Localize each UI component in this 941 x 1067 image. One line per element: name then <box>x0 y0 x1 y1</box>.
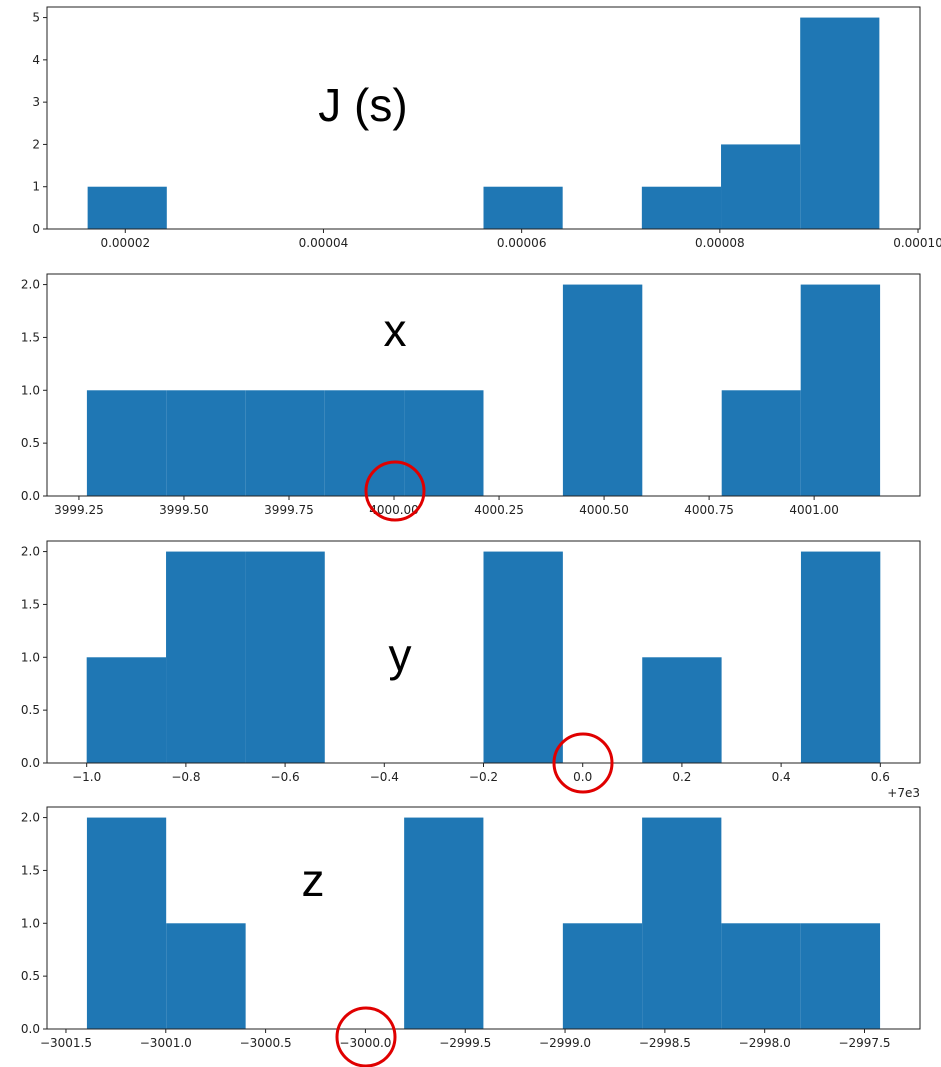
x-tick-label: 0.0 <box>573 770 592 784</box>
y-tick-label: 5 <box>32 11 40 25</box>
y-tick-label: 0.5 <box>21 703 40 717</box>
y-tick-label: 3 <box>32 95 40 109</box>
panel-title: x <box>384 304 407 356</box>
y-tick-label: 1.5 <box>21 863 40 877</box>
x-tick-label: 3999.75 <box>264 503 314 517</box>
bar <box>404 390 484 496</box>
bar <box>642 817 722 1029</box>
y-tick-label: 2.0 <box>21 545 40 559</box>
bar <box>166 551 246 763</box>
bar <box>87 186 167 229</box>
x-tick-label: 0.00008 <box>695 236 745 250</box>
bar <box>642 657 722 763</box>
bar <box>721 390 801 496</box>
x-tick-label: −2997.5 <box>838 1036 890 1050</box>
panel-title: J (s) <box>318 79 407 131</box>
bar <box>562 284 643 496</box>
x-tick-label: −2999.0 <box>539 1036 591 1050</box>
axes-frame <box>46 806 921 1030</box>
bar <box>245 390 325 496</box>
x-tick-label: 4000.00 <box>369 503 419 517</box>
y-tick-label: 2 <box>32 137 40 151</box>
highlight-circle <box>552 732 614 794</box>
y-tick-label: 0.0 <box>21 756 40 770</box>
y-tick-label: 1.5 <box>21 330 40 344</box>
x-tick-label: −3001.5 <box>40 1036 92 1050</box>
x-tick-label: −0.8 <box>171 770 200 784</box>
plots: 0.00002 0.00004 0.00006 0.00008 0.00010 0 1 2 3 4… <box>21 6 941 1050</box>
y-tick-label: 1.0 <box>21 916 40 930</box>
x-tick-label: 4000.25 <box>474 503 524 517</box>
x-tick-label: −3000.5 <box>240 1036 292 1050</box>
bar <box>641 186 722 229</box>
bar <box>86 817 167 1029</box>
y-tick-label: 0.5 <box>21 969 40 983</box>
x-tick-label: 3999.50 <box>159 503 209 517</box>
y-tick-label: 2.0 <box>21 278 40 292</box>
bar <box>166 390 246 496</box>
x-tick-label: 0.2 <box>672 770 691 784</box>
x-tick-label: −2999.5 <box>439 1036 491 1050</box>
y-tick-label: 1.0 <box>21 650 40 664</box>
bar <box>721 144 801 229</box>
bar <box>800 551 881 763</box>
panel-title: y <box>389 629 412 681</box>
y-tick-label: 0.0 <box>21 1022 40 1036</box>
x-tick-label: 4000.50 <box>579 503 629 517</box>
x-tick-label: −0.4 <box>370 770 399 784</box>
bar <box>166 923 246 1029</box>
y-tick-label: 2.0 <box>21 811 40 825</box>
bar <box>245 551 325 763</box>
offset-text: +7e3 <box>887 786 920 800</box>
x-tick-label: 0.00010 <box>893 236 941 250</box>
x-tick-label: −2998.5 <box>639 1036 691 1050</box>
x-tick-label: 0.00006 <box>497 236 547 250</box>
x-tick-label: 3999.25 <box>54 503 104 517</box>
bar <box>404 817 484 1029</box>
annotations <box>335 460 614 1067</box>
bar <box>800 923 881 1029</box>
axes-frame <box>46 273 921 497</box>
x-tick-label: −2998.0 <box>739 1036 791 1050</box>
x-tick-label: 0.6 <box>871 770 890 784</box>
x-tick-label: 0.4 <box>772 770 791 784</box>
y-tick-label: 1.5 <box>21 597 40 611</box>
highlight-circle <box>364 460 426 522</box>
x-tick-label: 4000.75 <box>684 503 734 517</box>
bar <box>483 551 563 763</box>
y-tick-label: 1.0 <box>21 383 40 397</box>
y-tick-label: 0.0 <box>21 489 40 503</box>
x-tick-label: −0.6 <box>271 770 300 784</box>
bar <box>800 17 880 230</box>
x-tick-label: −3001.0 <box>140 1036 192 1050</box>
y-tick-label: 4 <box>32 53 40 67</box>
x-tick-label: 0.00004 <box>299 236 349 250</box>
y-tick-label: 0.5 <box>21 436 40 450</box>
axes-frame <box>46 6 921 230</box>
y-tick-label: 1 <box>32 180 40 194</box>
x-tick-label: −0.2 <box>469 770 498 784</box>
bar <box>483 186 563 229</box>
bar <box>721 923 801 1029</box>
panel-title: z <box>302 854 325 906</box>
bar <box>562 923 643 1029</box>
x-tick-label: −3000.0 <box>339 1036 391 1050</box>
x-tick-label: −1.0 <box>72 770 101 784</box>
bar <box>324 390 405 496</box>
bar <box>800 284 881 496</box>
highlight-circle <box>335 1006 397 1067</box>
bar <box>86 657 167 763</box>
x-tick-label: 4001.00 <box>789 503 839 517</box>
bar <box>86 390 167 496</box>
x-tick-label: 0.00002 <box>100 236 150 250</box>
y-tick-label: 0 <box>32 222 40 236</box>
